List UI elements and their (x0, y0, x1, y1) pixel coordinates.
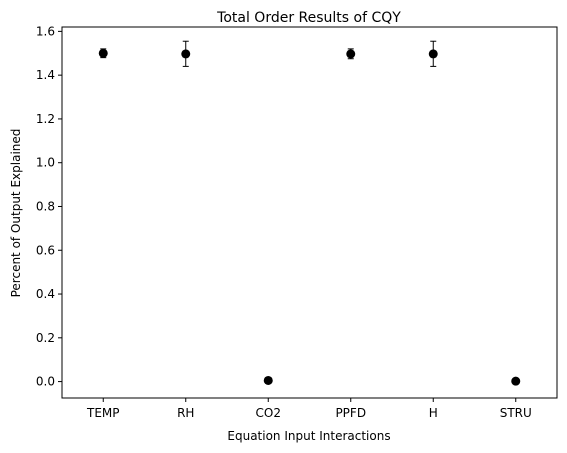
data-point-rh (181, 49, 191, 59)
y-tick-label: 1.4 (36, 68, 55, 82)
data-points (98, 40, 521, 386)
y-tick-label: 0.2 (36, 331, 55, 345)
data-point-stru (511, 376, 521, 386)
data-point-temp (98, 48, 108, 58)
x-tick-label: CO2 (256, 406, 281, 420)
data-point-co2 (263, 375, 273, 385)
x-tick-label: H (429, 406, 438, 420)
x-tick-label: RH (177, 406, 194, 420)
y-tick-label: 0.6 (36, 243, 55, 257)
chart-title: Total Order Results of CQY (216, 10, 401, 26)
y-axis: 0.0 0.2 0.4 0.6 0.8 1.0 1.2 1.4 1.6 (36, 24, 62, 389)
y-axis-label: Percent of Output Explained (9, 129, 23, 298)
x-axis: TEMP RH CO2 PPFD H STRU (86, 398, 532, 420)
y-tick-label: 0.8 (36, 199, 55, 213)
y-tick-label: 1.2 (36, 112, 55, 126)
x-tick-label: TEMP (86, 406, 120, 420)
plot-area (61, 26, 558, 399)
y-tick-label: 0.0 (36, 375, 55, 389)
x-axis-label: Equation Input Interactions (227, 429, 390, 443)
y-tick-label: 0.4 (36, 287, 55, 301)
x-tick-label: STRU (500, 406, 532, 420)
y-tick-label: 1.0 (36, 156, 55, 170)
data-point-h (428, 49, 438, 59)
x-tick-label: PPFD (335, 406, 366, 420)
y-tick-label: 1.6 (36, 24, 55, 38)
data-point-ppfd (346, 49, 356, 59)
